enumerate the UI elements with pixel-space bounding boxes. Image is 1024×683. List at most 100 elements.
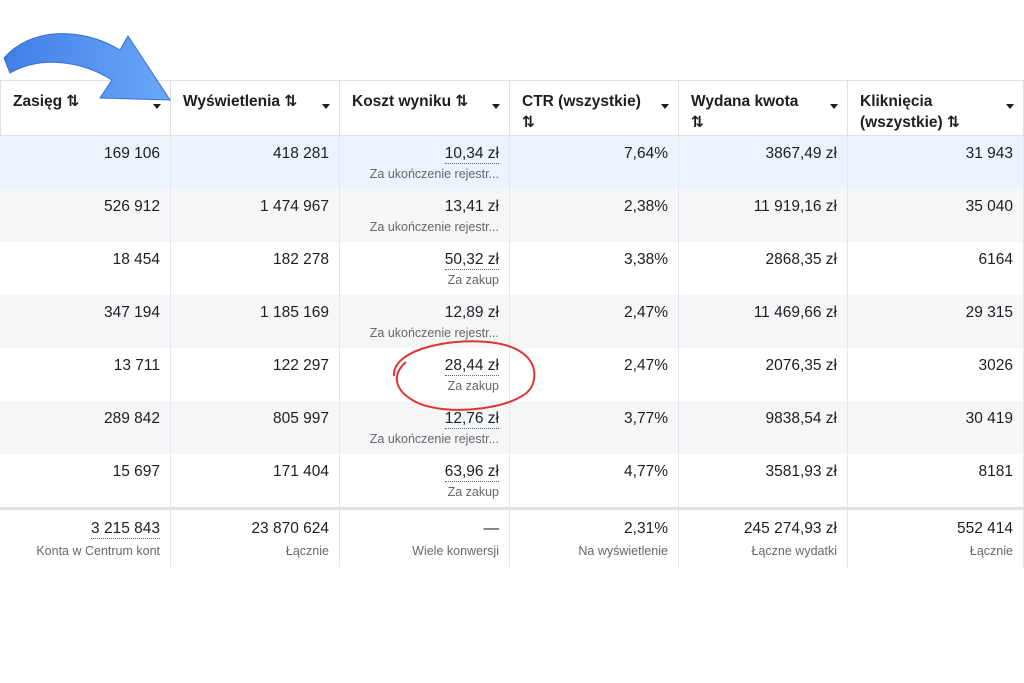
cell-value: 11 469,66 zł [753,304,837,321]
cell-value: 31 943 [965,145,1013,162]
totals-subtext: Wiele konwersji [412,544,499,558]
table-cell-reach: 347 194 [0,295,171,348]
totals-value: 552 414 [956,520,1013,537]
column-header-clicks[interactable]: Kliknięcia (wszystkie) ⇅ [848,80,1024,136]
cell-value: 1 185 169 [260,304,329,321]
cell-value: 3,77% [624,410,668,427]
cell-value[interactable]: 50,32 zł [444,251,499,270]
cell-value[interactable]: 63,96 zł [444,463,499,482]
column-header-label: Wyświetlenia ⇅ [183,91,297,112]
table-cell-cost: 12,89 zł Za ukończenie rejestr... [340,295,510,348]
cell-value: 2,38% [624,198,668,215]
table-cell-reach: 289 842 [0,401,171,454]
cell-value: 13 711 [113,357,160,374]
cell-value: 3,38% [624,251,668,268]
cell-value: 35 040 [965,198,1013,215]
column-header-label: Kliknięcia (wszystkie) ⇅ [860,91,960,133]
table-row[interactable]: 15 697 171 404 63,96 zł Za zakup 4,77% 3581,9… [0,454,1024,507]
cell-value[interactable]: 28,44 zł [444,357,499,376]
cell-subtext: Za ukończenie rejestr... [369,220,499,234]
caret-down-icon[interactable] [661,104,669,109]
column-header-label-line: (wszystkie) ⇅ [860,114,960,131]
cell-value: 122 297 [272,357,329,374]
totals-cell-ctr: 2,31% Na wyświetlenie [510,510,679,567]
cell-value: 6164 [978,251,1013,268]
table-cell-cost: 63,96 zł Za zakup [340,454,510,507]
table-row[interactable]: 13 711 122 297 28,44 zł Za zakup 2,47% 2076,3… [0,348,1024,401]
annotation-circle [392,340,536,411]
table-row[interactable]: 526 912 1 474 967 13,41 zł Za ukończenie re… [0,189,1024,242]
totals-cell-reach: 3 215 843 Konta w Centrum kont [0,510,171,567]
cell-value: 418 281 [272,145,329,162]
table-cell-ctr: 3,77% [510,401,679,454]
totals-value[interactable]: 3 215 843 [91,520,160,539]
cell-value[interactable]: 12,76 zł [444,410,499,429]
table-cell-reach: 169 106 [0,136,171,189]
caret-down-icon[interactable] [1006,104,1014,109]
table-cell-spent: 9838,54 zł [679,401,848,454]
totals-value: 245 274,93 zł [743,520,837,537]
table-cell-cost: 13,41 zł Za ukończenie rejestr... [340,189,510,242]
cell-value: 3867,49 zł [765,145,837,162]
table-row[interactable]: 18 454 182 278 50,32 zł Za zakup 3,38% 2868,3… [0,242,1024,295]
table-cell-impressions: 418 281 [171,136,340,189]
table-cell-reach: 15 697 [0,454,171,507]
column-header-impressions[interactable]: Wyświetlenia ⇅ [171,80,340,136]
table-row[interactable]: 347 194 1 185 169 12,89 zł Za ukończenie re… [0,295,1024,348]
cell-value: 11 919,16 zł [753,198,837,215]
table-row[interactable]: 169 106 418 281 10,34 zł Za ukończenie reje… [0,136,1024,189]
cell-value: 526 912 [103,198,160,215]
column-header-label: Koszt wyniku ⇅ [352,91,468,112]
table-row[interactable]: 289 842 805 997 12,76 zł Za ukończenie reje… [0,401,1024,454]
caret-down-icon[interactable] [830,104,838,109]
column-header-label-line: Zasięg ⇅ [13,93,80,110]
table-cell-spent: 2868,35 zł [679,242,848,295]
cell-value: 9838,54 zł [765,410,837,427]
cell-subtext: Za zakup [447,485,499,499]
cell-value: 15 697 [112,463,160,480]
column-header-label: Zasięg ⇅ [13,91,79,112]
cell-value: 29 315 [965,304,1013,321]
table-cell-ctr: 4,77% [510,454,679,507]
column-header-label-line: Wydana kwota [691,93,799,110]
table-cell-cost: 10,34 zł Za ukończenie rejestr... [340,136,510,189]
table-cell-impressions: 805 997 [171,401,340,454]
column-header-cost[interactable]: Koszt wyniku ⇅ [340,80,510,136]
cell-value: 4,77% [624,463,668,480]
cell-value[interactable]: 10,34 zł [444,145,499,164]
table-cell-clicks: 29 315 [848,295,1024,348]
cell-value: 8181 [978,463,1013,480]
caret-down-icon[interactable] [492,104,500,109]
column-header-label-line: Koszt wyniku ⇅ [352,93,469,110]
cell-value: 347 194 [103,304,160,321]
cell-subtext: Za ukończenie rejestr... [369,167,499,181]
cell-value: 182 278 [272,251,329,268]
totals-value: 2,31% [624,520,668,537]
table-cell-spent: 3581,93 zł [679,454,848,507]
table-cell-clicks: 8181 [848,454,1024,507]
column-header-label-line: CTR (wszystkie) [522,93,641,110]
table-cell-ctr: 2,38% [510,189,679,242]
caret-down-icon[interactable] [322,104,330,109]
cell-value: 18 454 [112,251,160,268]
table-cell-impressions: 122 297 [171,348,340,401]
column-header-ctr[interactable]: CTR (wszystkie) ⇅ [510,80,679,136]
totals-subtext: Konta w Centrum kont [36,544,160,558]
cell-value: 805 997 [272,410,329,427]
column-header-spent[interactable]: Wydana kwota ⇅ [679,80,848,136]
totals-cell-clicks: 552 414 Łącznie [848,510,1024,567]
totals-row: 3 215 843 Konta w Centrum kont 23 870 624 Ł… [0,507,1024,567]
caret-down-icon[interactable] [153,104,161,109]
cell-value[interactable]: 12,89 zł [444,304,499,321]
totals-subtext: Łącznie [969,544,1013,558]
table-cell-ctr: 2,47% [510,348,679,401]
totals-subtext: Łączne wydatki [751,544,837,558]
table-cell-impressions: 1 474 967 [171,189,340,242]
totals-cell-spent: 245 274,93 zł Łączne wydatki [679,510,848,567]
column-header-label-line: Wyświetlenia ⇅ [183,93,298,110]
cell-subtext: Za ukończenie rejestr... [369,326,499,340]
table-cell-spent: 11 919,16 zł [679,189,848,242]
cell-value[interactable]: 13,41 zł [444,198,499,215]
table-cell-cost: 50,32 zł Za zakup [340,242,510,295]
cell-value: 2076,35 zł [765,357,837,374]
